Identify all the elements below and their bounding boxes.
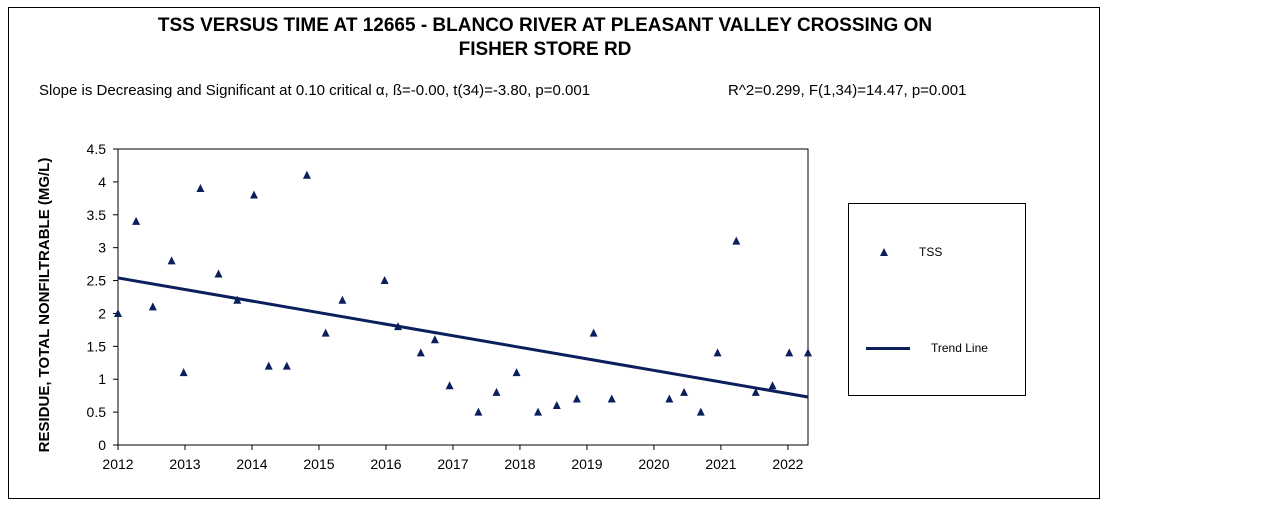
- tss-data-point: [132, 216, 141, 225]
- tss-data-point: [282, 361, 291, 370]
- tss-data-point: [512, 368, 521, 377]
- tss-data-point: [394, 322, 403, 331]
- y-tick-label: 3.5: [87, 207, 107, 223]
- tss-data-point: [233, 295, 242, 304]
- tss-data-point: [264, 361, 273, 370]
- y-tick-label: 0: [98, 437, 106, 453]
- tss-data-point: [148, 302, 157, 311]
- trend-line: [117, 276, 809, 399]
- regression-fit-summary: R^2=0.299, F(1,34)=14.47, p=0.001: [728, 82, 967, 99]
- triangle-marker-icon: [880, 248, 888, 256]
- tss-data-point: [804, 348, 812, 357]
- legend-label-trend-line: Trend Line: [931, 341, 988, 355]
- tss-data-point: [214, 269, 223, 278]
- x-tick-label: 2021: [705, 456, 736, 472]
- legend-label-tss: TSS: [919, 245, 943, 259]
- y-tick-label: 0.5: [87, 404, 107, 420]
- x-tick-label: 2018: [504, 456, 535, 472]
- tss-data-point: [380, 276, 389, 285]
- tss-data-point: [552, 401, 561, 410]
- x-tick-label: 2017: [437, 456, 468, 472]
- plot-box: [117, 148, 809, 446]
- y-tick-label: 4.5: [87, 141, 107, 157]
- tss-data-point: [474, 407, 483, 416]
- tss-data-point: [680, 387, 689, 396]
- tss-data-point: [607, 394, 616, 403]
- tss-data-point: [572, 394, 581, 403]
- x-tick-label: 2015: [303, 456, 334, 472]
- y-tick-label: 2: [98, 305, 106, 321]
- tss-data-point: [732, 236, 741, 245]
- tss-data-point: [665, 394, 674, 403]
- tss-data-point: [785, 348, 794, 357]
- tss-data-point: [416, 348, 425, 357]
- y-tick-label: 3: [98, 240, 106, 256]
- x-tick-label: 2022: [772, 456, 803, 472]
- tss-data-point: [430, 335, 439, 344]
- tss-data-point: [589, 328, 598, 337]
- x-tick-label: 2019: [571, 456, 602, 472]
- legend: TSS Trend Line: [848, 203, 1026, 396]
- x-tick-label: 2014: [236, 456, 267, 472]
- tss-data-point: [196, 183, 205, 192]
- tss-data-point: [696, 407, 705, 416]
- y-axis-label: RESIDUE, TOTAL NONFILTRABLE (MG/L): [36, 158, 53, 453]
- tss-data-point: [179, 368, 188, 377]
- tss-data-point: [534, 407, 543, 416]
- y-tick-label: 4: [98, 174, 106, 190]
- y-axis: 0 0.5 1 1.5 2 2.5 3 3.5 4 4.5: [87, 141, 118, 453]
- regression-slope-summary: Slope is Decreasing and Significant at 0…: [39, 82, 591, 99]
- chart-title: TSS VERSUS TIME AT 12665 - BLANCO RIVER …: [157, 15, 933, 60]
- tss-data-point: [768, 381, 777, 390]
- legend-item-trend-line: Trend Line: [849, 340, 988, 356]
- tss-data-point: [167, 256, 176, 265]
- tss-data-point: [445, 381, 454, 390]
- tss-data-point: [713, 348, 722, 357]
- x-tick-label: 2013: [169, 456, 200, 472]
- line-swatch-icon: [866, 346, 910, 350]
- legend-item-tss: TSS: [849, 244, 942, 260]
- y-tick-label: 1.5: [87, 338, 107, 354]
- tss-data-point: [492, 387, 501, 396]
- x-tick-label: 2016: [370, 456, 401, 472]
- tss-data-point: [302, 170, 311, 179]
- tss-data-point: [751, 387, 760, 396]
- tss-data-point: [114, 308, 122, 317]
- x-tick-label: 2020: [638, 456, 669, 472]
- series-layer: [114, 170, 812, 416]
- y-tick-label: 2.5: [87, 273, 107, 289]
- y-tick-label: 1: [98, 371, 106, 387]
- x-tick-label: 2012: [102, 456, 133, 472]
- tss-data-point: [338, 295, 347, 304]
- tss-data-point: [249, 190, 258, 199]
- tss-data-point: [321, 328, 330, 337]
- x-axis: 2012 2013 2014 2015 2016 2017 2018 2019 2020 2021…: [102, 445, 804, 472]
